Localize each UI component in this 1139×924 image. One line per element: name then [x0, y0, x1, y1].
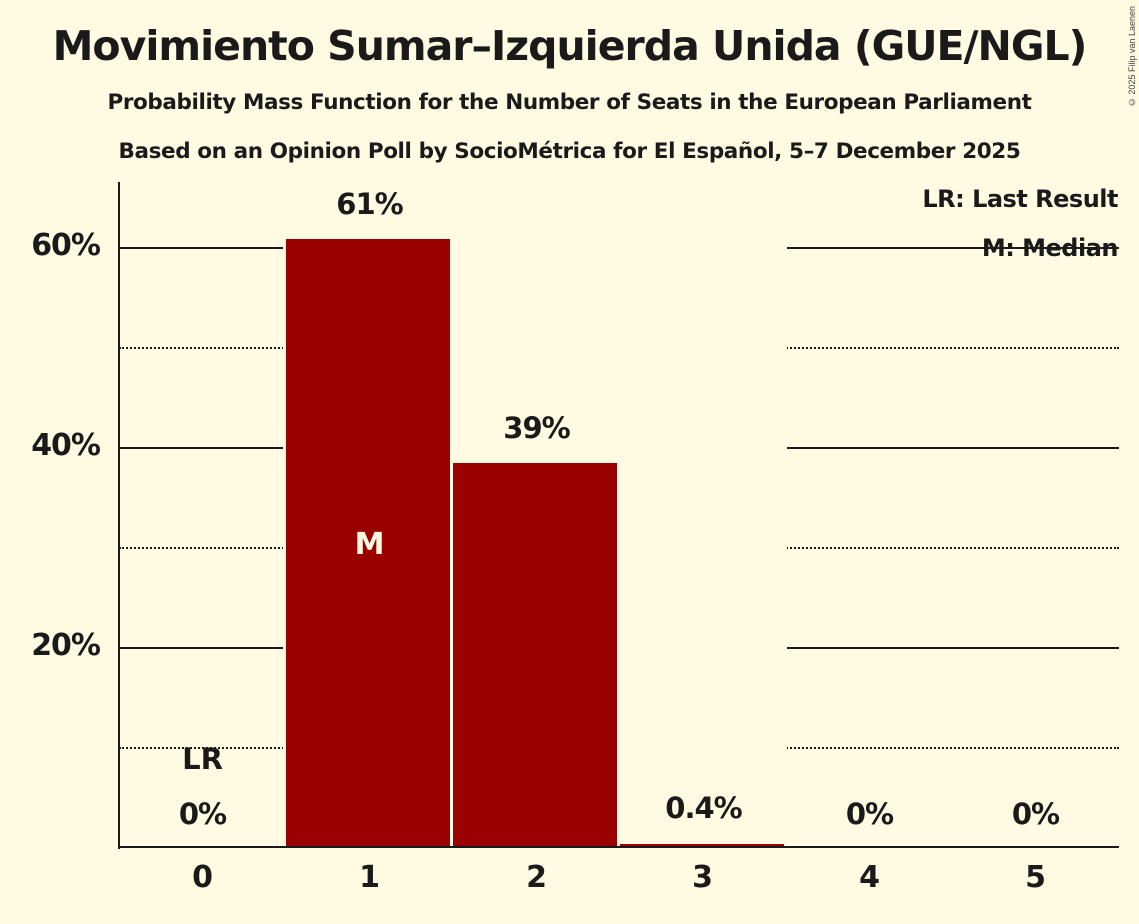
y-tick-40: 40% — [31, 428, 101, 463]
chart-title: Movimiento Sumar–Izquierda Unida (GUE/NG… — [52, 22, 1088, 70]
bar-label-3: 0.4% — [665, 791, 742, 825]
bar-label-0: 0% — [178, 797, 227, 831]
chart-source-subtitle: Based on an Opinion Poll by SocioMétrica… — [118, 139, 1021, 164]
x-tick-0: 0 — [192, 860, 213, 895]
bar-label-1: 61% — [336, 187, 403, 221]
bar-label-4: 0% — [845, 797, 894, 831]
x-tick-1: 1 — [359, 860, 380, 895]
legend-median: M: Median — [981, 234, 1119, 262]
bar-label-2: 39% — [503, 411, 570, 445]
x-tick-2: 2 — [526, 860, 547, 895]
legend-last-result: LR: Last Result — [922, 185, 1118, 213]
x-tick-4: 4 — [859, 860, 880, 895]
bar-seats-1 — [286, 239, 450, 847]
chart-subtitle: Probability Mass Function for the Number… — [107, 90, 1032, 115]
bar-seats-3 — [620, 844, 784, 847]
y-tick-60: 60% — [31, 228, 101, 263]
x-tick-5: 5 — [1025, 860, 1046, 895]
bar-label-5: 0% — [1011, 797, 1060, 831]
bar-seats-2 — [453, 463, 617, 847]
y-axis — [118, 182, 120, 849]
y-tick-20: 20% — [31, 628, 101, 663]
median-marker: M — [354, 527, 385, 562]
x-tick-3: 3 — [692, 860, 713, 895]
last-result-marker: LR — [182, 742, 223, 776]
x-axis — [118, 846, 1119, 848]
